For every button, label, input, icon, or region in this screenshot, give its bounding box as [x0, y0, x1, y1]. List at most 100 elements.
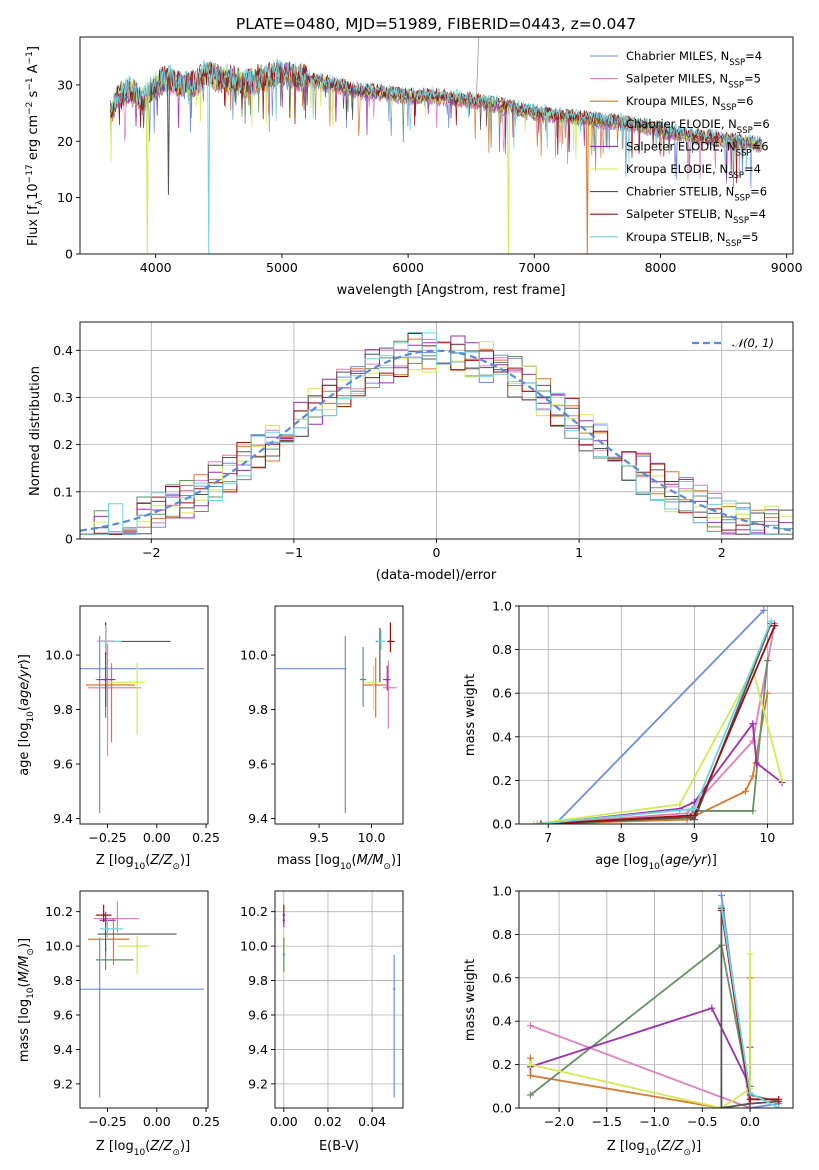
y-tick-label: 9.8 — [248, 973, 268, 988]
point-marker — [752, 759, 760, 767]
y-tick-label: 0.8 — [492, 642, 512, 657]
legend-label: Salpeter ELODIE, NSSP=6 — [626, 139, 769, 158]
x-axis-label: age [log10(age/yr)] — [595, 853, 717, 872]
x-tick-label: 9.5 — [309, 830, 329, 845]
y-tick-label: 9.2 — [53, 1076, 73, 1091]
legend-label: Kroupa ELODIE, NSSP=4 — [626, 162, 761, 181]
point-marker — [526, 1061, 534, 1069]
x-axis-label: Z [log10(Z/Z⊙)] — [96, 853, 190, 872]
y-axis-label: Flux [fλ10−17 erg cm−2 s−1 A−1] — [25, 46, 45, 246]
panel-spectrum: 4000 5000 6000 7000 8000 9000 0 10 20 30 wavelengt… — [25, 36, 803, 298]
point — [110, 683, 113, 687]
point-marker — [533, 820, 541, 824]
legend-label: 𝒩(0, 1) — [732, 336, 774, 350]
x-tick-label: 2 — [718, 545, 726, 560]
x-tick-label: 7 — [544, 830, 552, 845]
point-marker — [760, 606, 768, 614]
x-tick-label: 0.0 — [740, 1114, 760, 1129]
y-tick-label: 9.8 — [53, 702, 73, 717]
point — [389, 640, 392, 643]
axes-frame — [79, 36, 794, 255]
x-tick-label: 0.25 — [192, 1114, 220, 1129]
series-line — [554, 609, 765, 824]
histogram-step — [80, 332, 793, 535]
y-tick-label: 0.0 — [492, 1101, 512, 1116]
y-tick-label: 0.4 — [492, 729, 512, 744]
point — [104, 932, 107, 936]
y-axis-label: mass weight — [463, 959, 478, 1041]
x-tick-label: 0.25 — [192, 830, 220, 845]
y-tick-label: 9.4 — [53, 811, 73, 826]
y-tick-label: 9.6 — [53, 1008, 73, 1023]
plot-area — [80, 332, 793, 535]
legend-label: Chabrier STELIB, NSSP=6 — [626, 185, 767, 204]
y-tick-label: 1.0 — [492, 884, 512, 899]
series-line — [530, 953, 751, 1108]
point-marker — [778, 776, 786, 784]
y-tick-label: 10.0 — [45, 648, 73, 663]
x-tick-label: 0.04 — [358, 1114, 386, 1129]
panel-age-vs-Z: −0.25 0.00 0.25 9.4 9.6 9.8 10.0 Z [log10(Z/Z⊙)… — [17, 605, 220, 872]
point-marker — [537, 820, 545, 824]
point — [112, 938, 115, 941]
point-marker — [676, 800, 684, 808]
spectrum-line — [109, 60, 762, 184]
plot-area — [282, 904, 396, 1098]
y-tick-label: 0 — [65, 532, 73, 547]
y-tick-label: 0.6 — [492, 970, 512, 985]
series-line — [720, 908, 779, 1108]
figure-title: PLATE=0480, MJD=51989, FIBERID=0443, z=0… — [236, 15, 636, 33]
y-tick-label: 0.0 — [492, 817, 512, 832]
point-marker — [526, 1022, 534, 1030]
point — [379, 640, 383, 643]
x-tick-label: −0.5 — [687, 1114, 717, 1129]
point-marker — [742, 787, 750, 795]
y-tick-label: 30 — [57, 77, 73, 92]
y-tick-label: 10.2 — [240, 904, 268, 919]
y-tick-label: 9.6 — [248, 757, 268, 772]
panel-age-vs-mass: 9.5 10.0 9.4 9.6 9.8 10.0 mass [log10(M/M⊙)] — [240, 605, 404, 872]
x-axis-label: mass [log10(M/M⊙)] — [277, 853, 401, 872]
legend-label: Salpeter MILES, NSSP=5 — [626, 72, 761, 91]
point — [135, 944, 139, 948]
x-tick-label: 6000 — [392, 260, 424, 275]
y-tick-label: 20 — [57, 134, 73, 149]
series-line — [540, 623, 772, 824]
plot-area — [80, 901, 205, 1098]
y-axis-label: Normed distribution — [28, 366, 43, 496]
point-marker — [526, 1071, 534, 1079]
y-tick-label: 0 — [65, 247, 73, 262]
series-line — [540, 623, 776, 824]
y-tick-label: 10.0 — [45, 939, 73, 954]
point — [372, 681, 375, 684]
x-tick-label: −2.0 — [544, 1114, 574, 1129]
series-line — [529, 943, 779, 1103]
point-marker — [526, 1054, 534, 1062]
x-tick-label: 9000 — [771, 260, 803, 275]
x-tick-label: −1.0 — [639, 1114, 669, 1129]
y-tick-label: 0.2 — [492, 773, 512, 788]
panel-residual-hist: −2 −1 0 1 2 0 0.1 0.2 0.3 0.4 𝒩(0, 1) (data-model)/… — [28, 321, 794, 583]
series-line — [540, 660, 769, 824]
axes-frame — [79, 890, 209, 1109]
x-axis-label: E(B-V) — [319, 1139, 359, 1154]
panel-weight-vs-age: 7 8 9 10 0.0 0.2 0.4 0.6 0.8 1.0 age [log10(age/yr… — [463, 599, 794, 872]
point — [282, 953, 286, 956]
y-axis-label: mass weight — [463, 674, 478, 756]
y-tick-label: 0.4 — [492, 1014, 512, 1029]
x-axis-label: Z [log10(Z/Z⊙)] — [96, 1139, 190, 1158]
point — [104, 958, 107, 962]
y-tick-label: 9.6 — [53, 757, 73, 772]
point — [102, 913, 105, 917]
point — [361, 678, 365, 681]
legend-label: Chabrier MILES, NSSP=4 — [626, 49, 762, 68]
x-tick-label: 7000 — [518, 260, 550, 275]
y-tick-label: 9.4 — [248, 811, 268, 826]
point-marker — [749, 720, 757, 728]
spectrum-dip — [145, 96, 149, 254]
x-tick-label: 0.00 — [143, 1114, 171, 1129]
y-tick-label: 9.4 — [53, 1042, 73, 1057]
spectrum-dip — [207, 74, 211, 254]
axes-frame — [518, 890, 794, 1109]
